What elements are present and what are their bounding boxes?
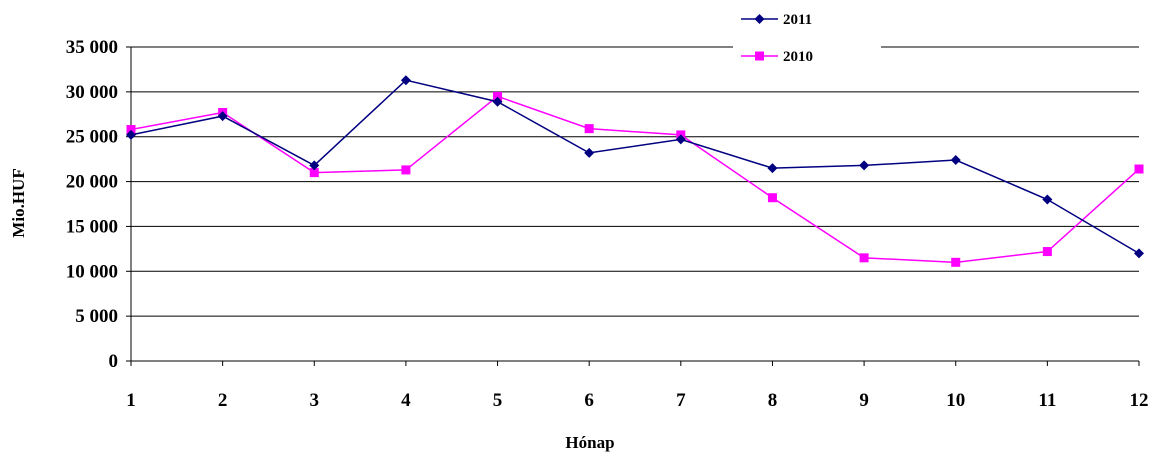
legend-swatch-marker (755, 51, 764, 61)
data-point-2010 (401, 165, 411, 175)
data-point-2010 (1134, 164, 1144, 174)
data-point-2011 (675, 134, 686, 145)
legend-item-2010: 2010 (741, 49, 813, 65)
y-tick-label: 10 000 (66, 261, 118, 282)
y-tick-label: 5 000 (75, 306, 118, 327)
y-tick-label: 20 000 (66, 172, 118, 193)
x-tick-label: 4 (401, 390, 411, 411)
series-2011 (126, 75, 1144, 259)
data-point-2011 (492, 96, 503, 107)
data-point-2010 (767, 193, 777, 203)
y-axis-label: Mio.HUF (9, 168, 28, 237)
data-point-2010 (584, 124, 594, 134)
data-point-2011 (767, 163, 778, 174)
data-point-2011 (400, 75, 411, 86)
x-tick-label: 11 (1038, 390, 1056, 411)
series-line-2011 (130, 79, 1140, 254)
x-tick-label: 8 (768, 390, 778, 411)
y-tick-labels: 0 5 000 10 000 15 000 20 000 25 000 30 000 35 0… (66, 37, 118, 372)
data-point-2011 (217, 111, 228, 122)
x-tick-label: 5 (493, 390, 503, 411)
x-tick-label: 9 (859, 390, 869, 411)
gridlines (126, 46, 1139, 362)
data-point-2011 (1042, 194, 1053, 205)
legend-item-2011: 2011 (741, 12, 812, 28)
data-point-2011 (859, 160, 870, 171)
data-point-2010 (493, 91, 503, 101)
x-tick-label: 1 (126, 390, 136, 411)
series-line-2010 (130, 95, 1140, 264)
legend-label: 2010 (783, 49, 813, 65)
data-point-2010 (1042, 247, 1052, 257)
y-tick-label: 0 (109, 351, 119, 372)
data-point-2010 (309, 168, 319, 178)
x-tick-label: 7 (676, 390, 686, 411)
y-tick-label: 15 000 (66, 216, 118, 237)
series-2010 (126, 91, 1144, 267)
y-tick-label: 25 000 (66, 127, 118, 148)
data-point-2011 (1134, 248, 1144, 259)
x-tick-label: 12 (1130, 390, 1149, 411)
y-tick-label: 35 000 (66, 37, 118, 58)
axes (130, 47, 1139, 362)
x-tick-label: 6 (584, 390, 594, 411)
data-point-2010 (126, 125, 136, 135)
data-point-2011 (309, 160, 320, 171)
legend-swatch-marker (754, 14, 765, 24)
x-tick-label: 3 (310, 390, 320, 411)
legend: 2011 2010 (733, 0, 881, 70)
x-tick-label: 10 (946, 390, 965, 411)
data-point-2010 (859, 253, 869, 263)
x-tick-labels: 1 2 3 4 5 6 7 8 9 10 11 12 (126, 361, 1149, 411)
data-point-2011 (584, 147, 595, 158)
legend-label: 2011 (783, 12, 812, 28)
y-tick-label: 30 000 (66, 82, 118, 103)
data-point-2011 (950, 155, 961, 166)
data-point-2011 (126, 129, 136, 140)
x-axis-label: Hónap (565, 433, 614, 452)
data-point-2010 (951, 257, 961, 267)
x-tick-label: 2 (218, 390, 228, 411)
series-layer (126, 75, 1144, 267)
